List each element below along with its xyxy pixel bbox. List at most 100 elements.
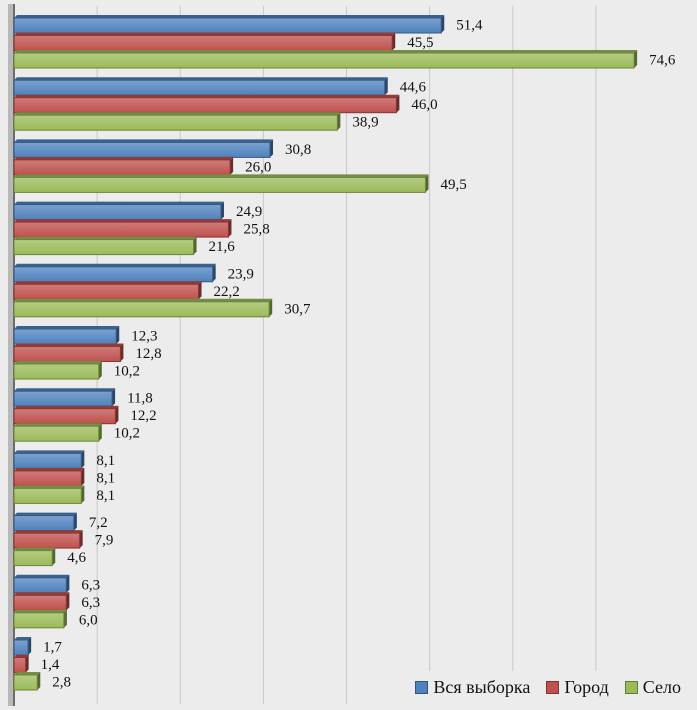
bar-top-0-6 (14, 388, 116, 392)
bar-2-10 (13, 674, 38, 691)
bar-2-8 (13, 550, 53, 567)
bar-top-0-2 (14, 139, 274, 143)
bar-1-4 (13, 283, 200, 300)
bar-side-1-9 (66, 592, 70, 611)
bar-side-1-7 (81, 467, 85, 486)
bar-top-2-0 (14, 50, 638, 53)
data-label-0-4: 23,9 (228, 266, 254, 282)
bar-side-2-8 (52, 547, 56, 566)
bar-2-4 (13, 301, 270, 318)
bar-top-0-7 (14, 450, 85, 454)
bar-side-1-10 (25, 654, 29, 673)
bar-top-1-5 (14, 343, 124, 347)
bar-side-0-1 (384, 77, 388, 96)
bar-1-3 (13, 221, 229, 238)
bar-top-1-0 (14, 32, 396, 36)
bar-0-2 (13, 141, 271, 158)
data-label-2-1: 38,9 (352, 115, 378, 131)
bar-1-10 (13, 657, 27, 673)
bar-top-1-8 (14, 530, 83, 534)
bar-1-2 (13, 159, 231, 176)
bar-2-0 (13, 52, 635, 69)
bar-2-1 (13, 114, 338, 131)
bar-side-2-3 (193, 236, 197, 255)
legend-swatch-all (415, 681, 429, 694)
bar-top-1-1 (14, 94, 400, 98)
data-label-2-3: 21,6 (209, 239, 236, 255)
bar-top-2-7 (14, 485, 85, 489)
data-label-1-1: 46,0 (411, 97, 437, 113)
bar-1-7 (13, 470, 82, 487)
bar-side-2-2 (425, 174, 429, 193)
bar-side-0-7 (81, 450, 85, 469)
bar-top-2-10 (14, 672, 41, 675)
bar-top-1-3 (14, 219, 232, 223)
bar-side-1-4 (198, 281, 202, 300)
data-label-1-9: 6,3 (81, 595, 100, 611)
bar-top-1-2 (14, 156, 234, 160)
data-label-1-6: 12,2 (130, 408, 156, 424)
bar-side-1-1 (396, 94, 400, 113)
bar-1-8 (13, 532, 81, 549)
legend-label-all: Вся выборка (433, 677, 531, 697)
data-label-1-0: 45,5 (407, 35, 433, 51)
data-label-0-2: 30,8 (285, 142, 311, 158)
bar-top-2-4 (14, 298, 273, 302)
bar-top-0-4 (14, 263, 216, 267)
bar-top-1-9 (14, 592, 70, 596)
data-label-0-0: 51,4 (456, 18, 483, 34)
legend-label-city: Город (564, 677, 609, 697)
data-label-2-9: 6,0 (79, 612, 98, 628)
data-label-2-8: 4,6 (67, 550, 86, 566)
data-label-2-4: 30,7 (284, 301, 311, 317)
bar-side-1-5 (120, 343, 124, 362)
bar-top-2-8 (14, 547, 56, 551)
data-label-1-3: 25,8 (243, 222, 269, 238)
bar-side-0-3 (220, 201, 224, 220)
data-label-1-2: 26,0 (245, 159, 271, 175)
bar-side-2-7 (81, 485, 85, 504)
bar-side-1-3 (228, 219, 232, 238)
bar-0-6 (13, 390, 113, 407)
axis-wall (8, 4, 14, 706)
bar-top-1-4 (14, 281, 202, 285)
bar-1-1 (13, 97, 397, 114)
bar-side-1-2 (230, 156, 234, 175)
bar-side-2-10 (37, 672, 41, 690)
data-label-1-8: 7,9 (95, 533, 114, 549)
bar-top-2-1 (14, 112, 341, 116)
bar-top-2-5 (14, 361, 102, 364)
bar-side-0-5 (116, 326, 120, 344)
data-label-1-4: 22,2 (214, 284, 240, 300)
bar-top-0-1 (14, 77, 388, 81)
bar-side-0-6 (112, 388, 116, 407)
bar-side-0-4 (212, 263, 216, 282)
bar-1-6 (13, 408, 116, 425)
bar-side-1-0 (392, 32, 396, 51)
data-label-1-5: 12,8 (135, 346, 161, 362)
bar-side-0-8 (73, 512, 77, 531)
bar-0-3 (13, 204, 222, 221)
bar-0-1 (13, 79, 386, 96)
bar-side-2-6 (98, 423, 102, 442)
bar-0-4 (13, 266, 214, 283)
bar-top-1-7 (14, 467, 85, 471)
data-label-2-0: 74,6 (649, 53, 676, 69)
data-label-0-10: 1,7 (43, 640, 62, 656)
bar-top-1-6 (14, 405, 119, 409)
data-label-0-8: 7,2 (89, 515, 108, 531)
bar-top-0-5 (14, 326, 120, 329)
bar-side-0-10 (28, 637, 32, 655)
legend-swatch-city (546, 681, 560, 694)
bar-0-5 (13, 328, 117, 345)
bar-top-0-8 (14, 512, 77, 516)
bar-top-2-9 (14, 609, 67, 613)
bar-top-0-9 (14, 574, 70, 578)
bar-side-1-6 (115, 405, 119, 424)
bar-side-2-5 (98, 361, 102, 379)
bar-top-1-10 (14, 654, 29, 658)
data-label-2-7: 8,1 (96, 488, 115, 504)
data-label-2-5: 10,2 (114, 364, 140, 380)
